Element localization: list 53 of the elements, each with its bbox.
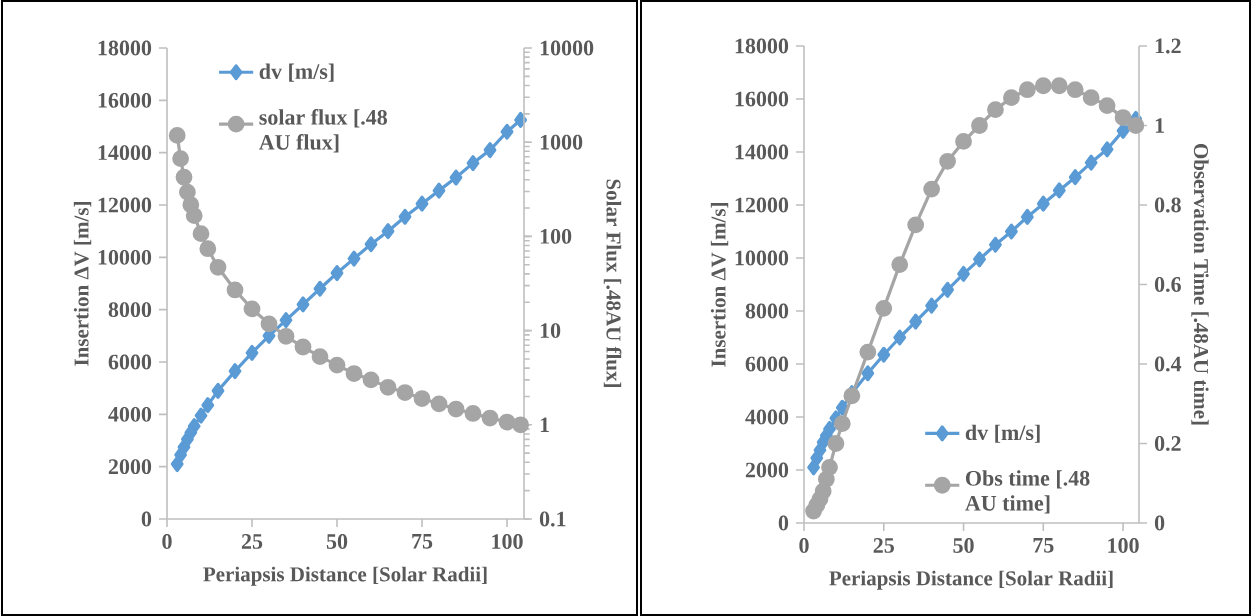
y2-tick-label: 1 (1155, 118, 1164, 133)
y-tick-label: 6000 (108, 354, 152, 370)
y2-tick-label: 0.1 (539, 511, 566, 527)
y2-tick-label: 10000 (540, 40, 594, 56)
y2-tick-label: 100 (540, 228, 572, 244)
y-tick-label: 2000 (108, 459, 152, 475)
y2-axis-title: Observation Time [.48AU time] (1191, 144, 1209, 425)
y-tick-label: 0 (141, 511, 152, 527)
x-axis-title: Periapsis Distance [Solar Radii] (203, 566, 487, 586)
y2-tick-label: 1.2 (1155, 38, 1181, 54)
y-tick-label: 8000 (745, 303, 789, 319)
legend-label: solar flux [.48 AU flux] (259, 109, 387, 153)
x-tick-label: 100 (492, 534, 523, 549)
y-tick-label: 18000 (98, 40, 152, 56)
y-tick-label: 14000 (735, 144, 789, 160)
y-tick-label: 16000 (735, 91, 789, 107)
y-tick-label: 8000 (108, 302, 152, 318)
x-tick-label: 25 (241, 534, 263, 549)
x-tick-label: 75 (412, 534, 433, 549)
y2-axis-title: Solar Flux [.48AU flux] (603, 179, 622, 387)
y-axis-title: Insertion ΔV [m/s] (73, 202, 92, 366)
y-tick-label: 0 (778, 515, 789, 531)
x-tick-label: 0 (162, 534, 172, 549)
y-tick-label: 2000 (745, 462, 789, 478)
legend-label: Obs time [.48 AU time] (965, 470, 1090, 514)
y-tick-label: 12000 (98, 197, 152, 213)
y2-tick-label: 0.6 (1154, 277, 1181, 292)
y-tick-label: 4000 (745, 409, 789, 425)
y-tick-label: 10000 (735, 250, 789, 266)
x-tick-label: 50 (326, 534, 348, 549)
x-tick-label: 50 (953, 538, 974, 553)
y-tick-label: 12000 (735, 197, 789, 213)
y-tick-label: 6000 (745, 356, 789, 372)
y2-tick-label: 1 (540, 417, 549, 433)
x-tick-label: 100 (1108, 538, 1139, 553)
x-tick-label: 0 (799, 538, 809, 553)
y-tick-label: 10000 (98, 249, 152, 265)
y2-tick-label: 0.4 (1154, 356, 1182, 372)
x-tick-label: 25 (873, 538, 894, 553)
y-tick-label: 16000 (98, 92, 152, 108)
y-axis-title: Insertion ΔV [m/s] (710, 203, 729, 367)
y2-tick-label: 0.2 (1154, 436, 1181, 451)
y2-tick-label: 10 (540, 323, 561, 339)
x-tick-label: 75 (1033, 538, 1054, 553)
y2-tick-label: 1000 (540, 134, 583, 150)
legend-label: dv [m/s] (965, 424, 1040, 443)
legend-label: dv [m/s] (259, 63, 334, 82)
y2-tick-label: 0.8 (1154, 197, 1181, 213)
x-axis-title: Periapsis Distance [Solar Radii] (829, 570, 1113, 590)
y-tick-label: 14000 (98, 145, 152, 161)
y-tick-label: 18000 (735, 38, 789, 54)
y2-tick-label: 0 (1154, 515, 1165, 531)
y-tick-label: 4000 (108, 406, 152, 422)
